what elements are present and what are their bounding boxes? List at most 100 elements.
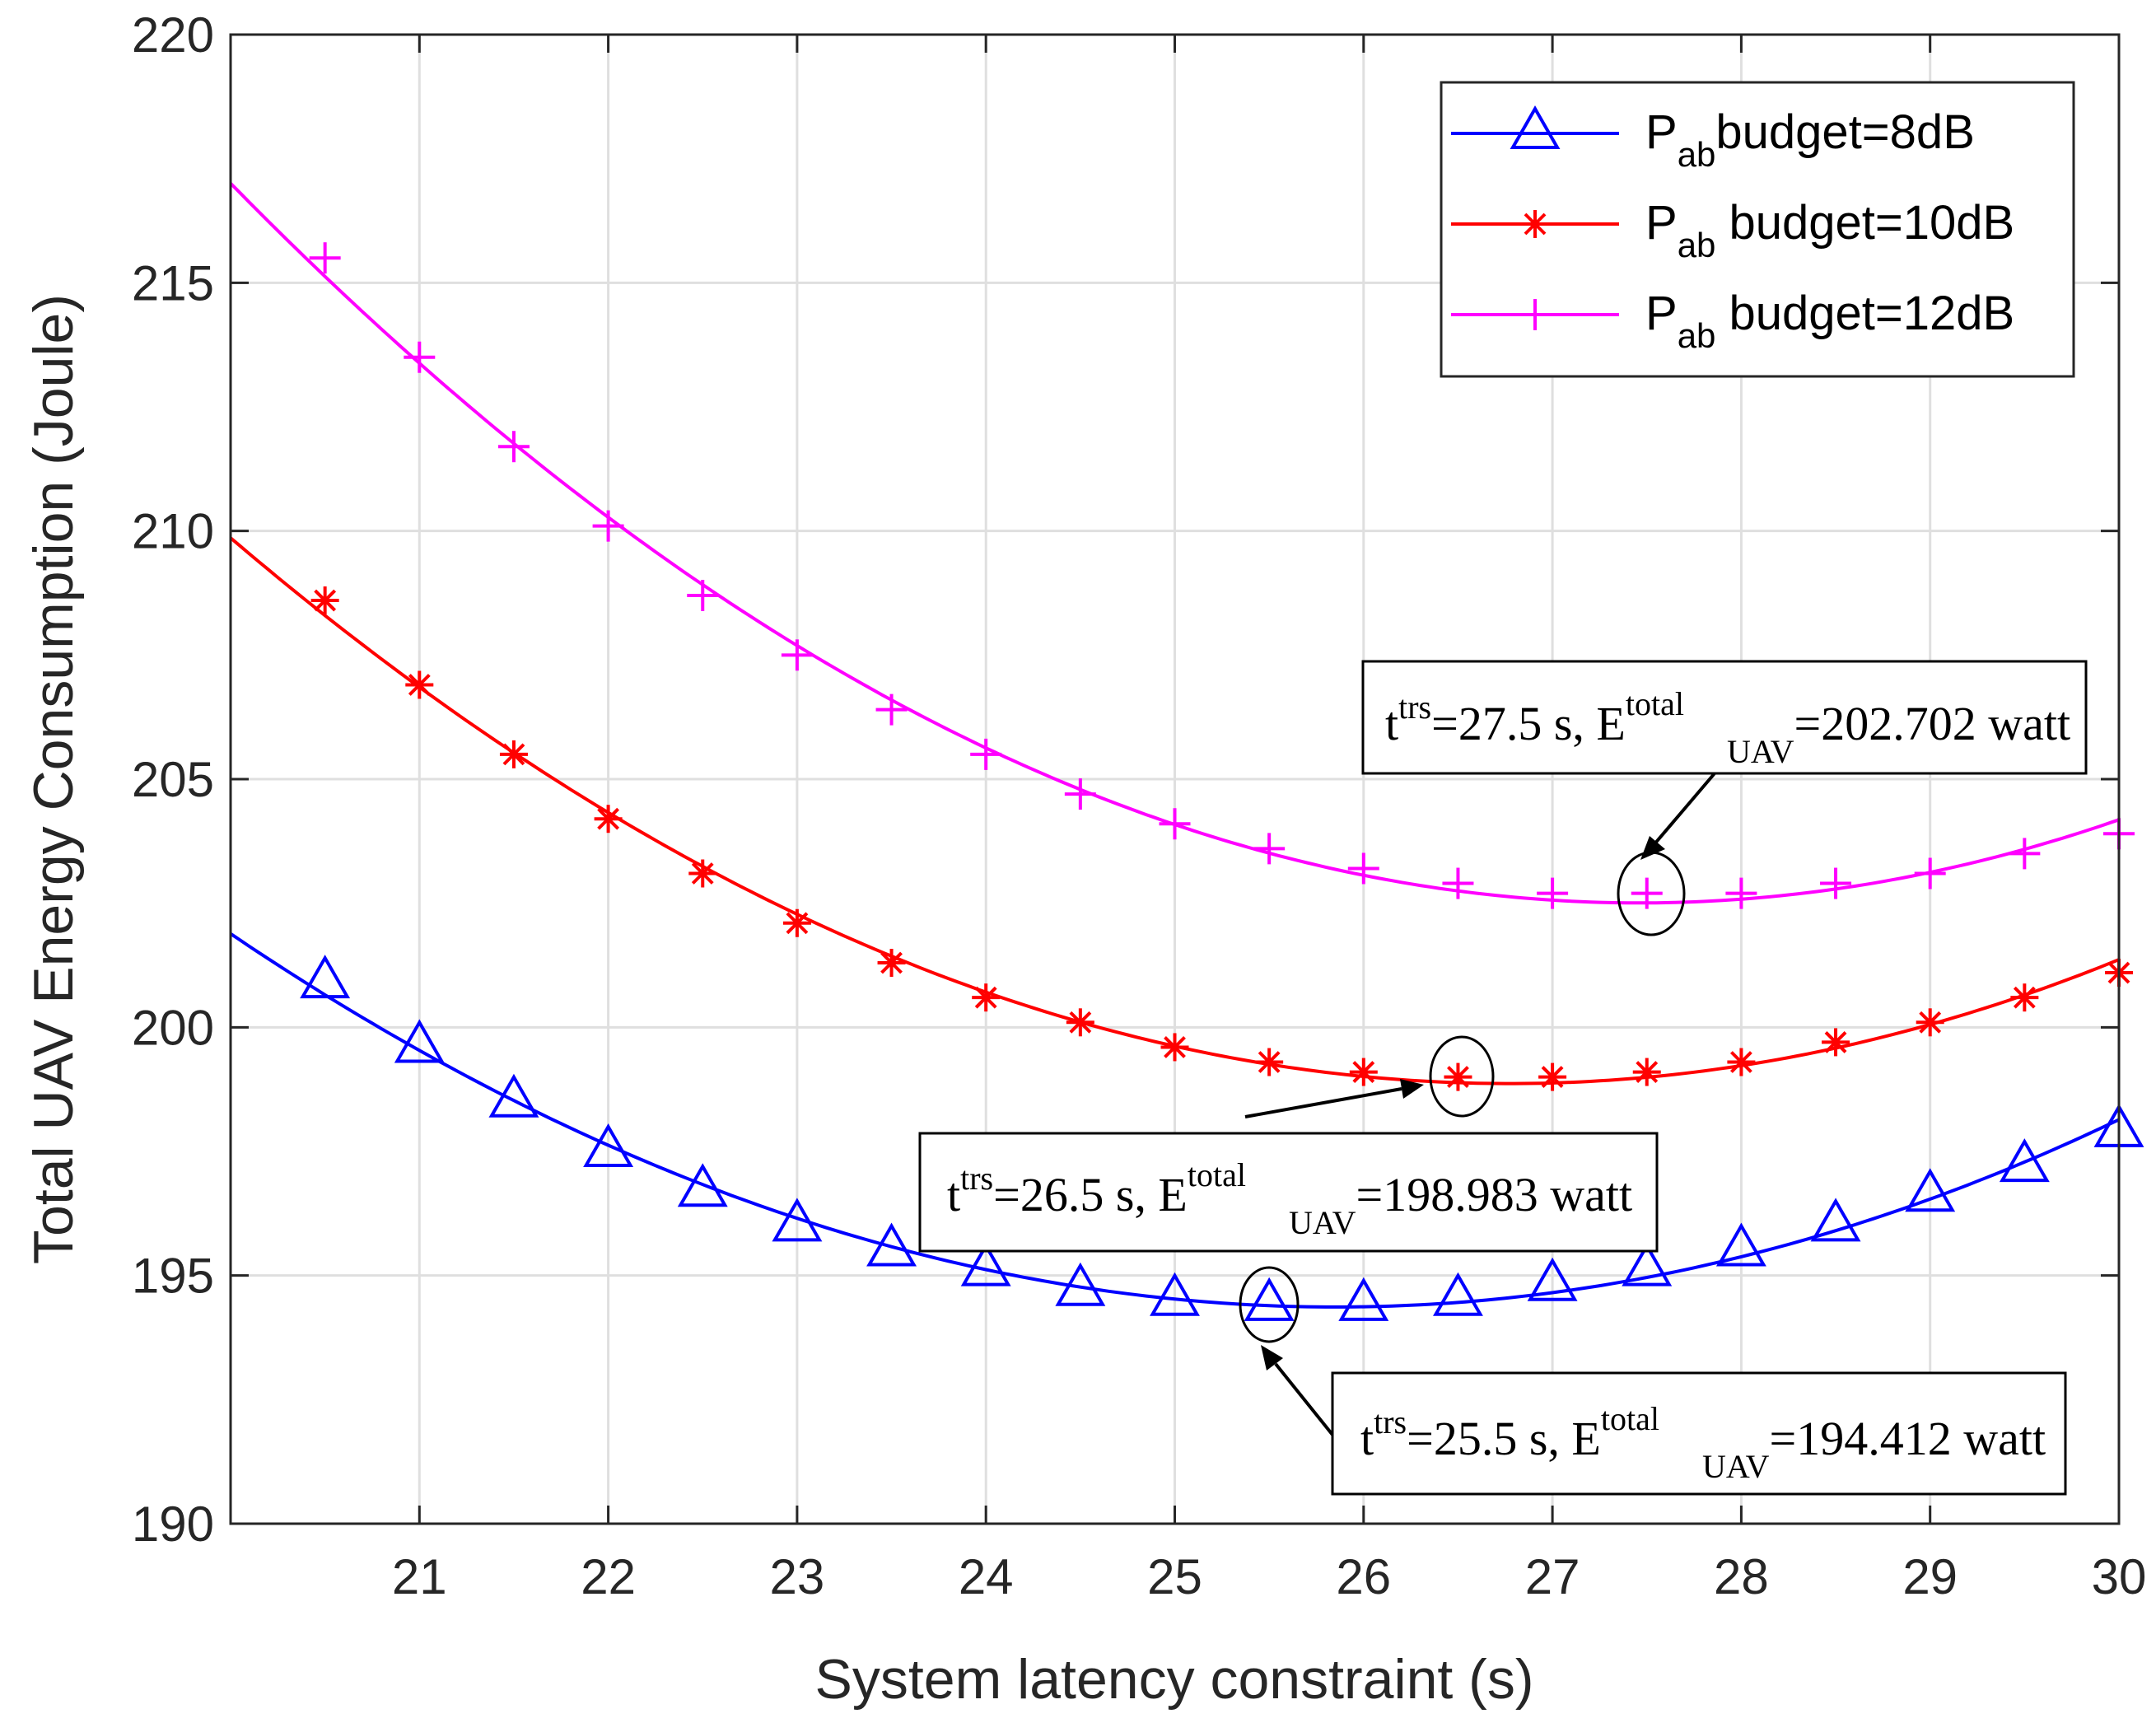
annotation-circle-10db — [1429, 1035, 1495, 1118]
annotation-box-8db — [1331, 1371, 2067, 1496]
data-point — [497, 431, 530, 463]
data-point — [877, 948, 906, 977]
x-tick-label: 22 — [581, 1549, 636, 1604]
data-point — [1066, 1008, 1094, 1037]
data-point — [1432, 1272, 1483, 1316]
data-point — [309, 242, 341, 274]
data-point — [1725, 877, 1757, 909]
data-point — [2009, 838, 2041, 870]
data-point — [1715, 1222, 1766, 1267]
legend-samples — [1451, 105, 1619, 330]
data-point — [1444, 1062, 1472, 1091]
data-point — [1999, 1138, 2050, 1183]
legend-marker-1 — [1521, 210, 1549, 238]
data-point — [866, 1222, 917, 1267]
data-point — [970, 738, 1002, 770]
data-point — [1064, 778, 1096, 810]
x-tick-label: 24 — [959, 1549, 1014, 1604]
data-point — [1150, 1272, 1200, 1316]
data-point — [677, 1163, 728, 1207]
annotation-box-12db — [1361, 660, 2088, 775]
x-tick-label: 28 — [1714, 1549, 1769, 1604]
data-point — [300, 955, 351, 999]
annotation-text-12db: ttrs=27.5 s, EtotalUAV=202.702 watt — [1385, 685, 2070, 770]
data-point — [1255, 1048, 1284, 1076]
data-point — [1916, 1008, 1944, 1037]
data-point — [781, 639, 813, 671]
data-point — [1905, 1168, 1956, 1212]
x-ticks: 21 22 23 24 25 26 27 28 29 30 — [392, 35, 2146, 1604]
data-point — [1727, 1048, 1756, 1076]
annotation-arrow-10db — [1244, 1079, 1424, 1118]
data-point — [1159, 808, 1191, 840]
data-point — [772, 1198, 823, 1242]
annotation-box-10db — [918, 1132, 1659, 1253]
data-point — [1537, 877, 1569, 909]
data-point — [1527, 1257, 1578, 1301]
y-tick-label: 205 — [132, 752, 214, 807]
x-tick-label: 23 — [770, 1549, 825, 1604]
data-point — [688, 859, 717, 888]
data-point — [2010, 983, 2039, 1012]
data-point — [875, 693, 908, 726]
data-point — [404, 341, 436, 373]
legend-marker-2 — [1519, 299, 1551, 330]
data-point — [972, 983, 1001, 1012]
data-point — [782, 908, 811, 937]
legend-entry-8db: Pabbudget=8dB — [1645, 105, 1975, 174]
data-point — [394, 1019, 445, 1063]
legend-marker-0 — [1510, 105, 1561, 149]
data-point — [1442, 867, 1474, 899]
data-point — [499, 740, 528, 768]
data-point — [960, 1242, 1011, 1286]
data-point — [1160, 1033, 1189, 1062]
x-tick-label: 21 — [392, 1549, 447, 1604]
data-point — [310, 586, 339, 615]
data-point — [1347, 852, 1379, 885]
data-point — [1244, 1277, 1295, 1321]
x-tick-label: 25 — [1147, 1549, 1202, 1604]
annotation-text-10db: ttrs=26.5 s, EtotalUAV=198.983 watt — [947, 1156, 1632, 1241]
annotations: ttrs=27.5 s, EtotalUAV=202.702 watt ttrs… — [918, 660, 2088, 1496]
y-tick-label: 215 — [132, 255, 214, 311]
x-tick-label: 26 — [1336, 1549, 1391, 1604]
data-point — [1631, 877, 1663, 909]
data-point — [687, 580, 719, 612]
annotation-text-8db: ttrs=25.5 s, EtotalUAV=194.412 watt — [1360, 1400, 2046, 1485]
data-point — [1538, 1062, 1567, 1091]
annotation-arrow-12db — [1640, 772, 1716, 860]
data-point — [1338, 1277, 1389, 1321]
annotation-circle-8db — [1239, 1266, 1300, 1343]
y-tick-label: 210 — [132, 504, 214, 559]
data-point — [1253, 833, 1286, 865]
data-point — [594, 805, 623, 833]
data-point — [592, 510, 624, 542]
annotation-arrow-8db — [1261, 1345, 1334, 1436]
data-point — [1055, 1262, 1106, 1306]
x-axis-label: System latency constraint (s) — [815, 1648, 1534, 1711]
legend-entry-12db: Pab budget=12dB — [1645, 287, 2014, 355]
data-point — [583, 1123, 634, 1167]
y-tick-label: 195 — [132, 1249, 214, 1304]
data-point — [1349, 1058, 1378, 1086]
series-line-0 — [229, 932, 2120, 1309]
data-point — [1810, 1198, 1861, 1242]
legend: Pabbudget=8dB Pab budget=10dB Pab budget… — [1440, 81, 2075, 378]
y-tick-label: 220 — [132, 7, 214, 63]
data-point — [1914, 857, 1946, 890]
x-tick-label: 30 — [2092, 1549, 2147, 1604]
data-point — [1822, 1028, 1850, 1057]
data-point — [1622, 1242, 1673, 1286]
y-tick-label: 190 — [132, 1497, 214, 1552]
x-tick-label: 29 — [1902, 1549, 1958, 1604]
x-tick-label: 27 — [1525, 1549, 1580, 1604]
data-point — [488, 1073, 539, 1118]
data-point — [405, 670, 434, 699]
legend-entry-10db: Pab budget=10dB — [1645, 196, 2014, 264]
data-point — [1820, 867, 1852, 899]
y-ticks: 190 195 200 205 210 215 220 — [132, 7, 2119, 1552]
y-tick-label: 200 — [132, 1000, 214, 1055]
y-axis-label: Total UAV Energy Consumption (Joule) — [22, 294, 85, 1264]
data-point — [1632, 1058, 1661, 1086]
